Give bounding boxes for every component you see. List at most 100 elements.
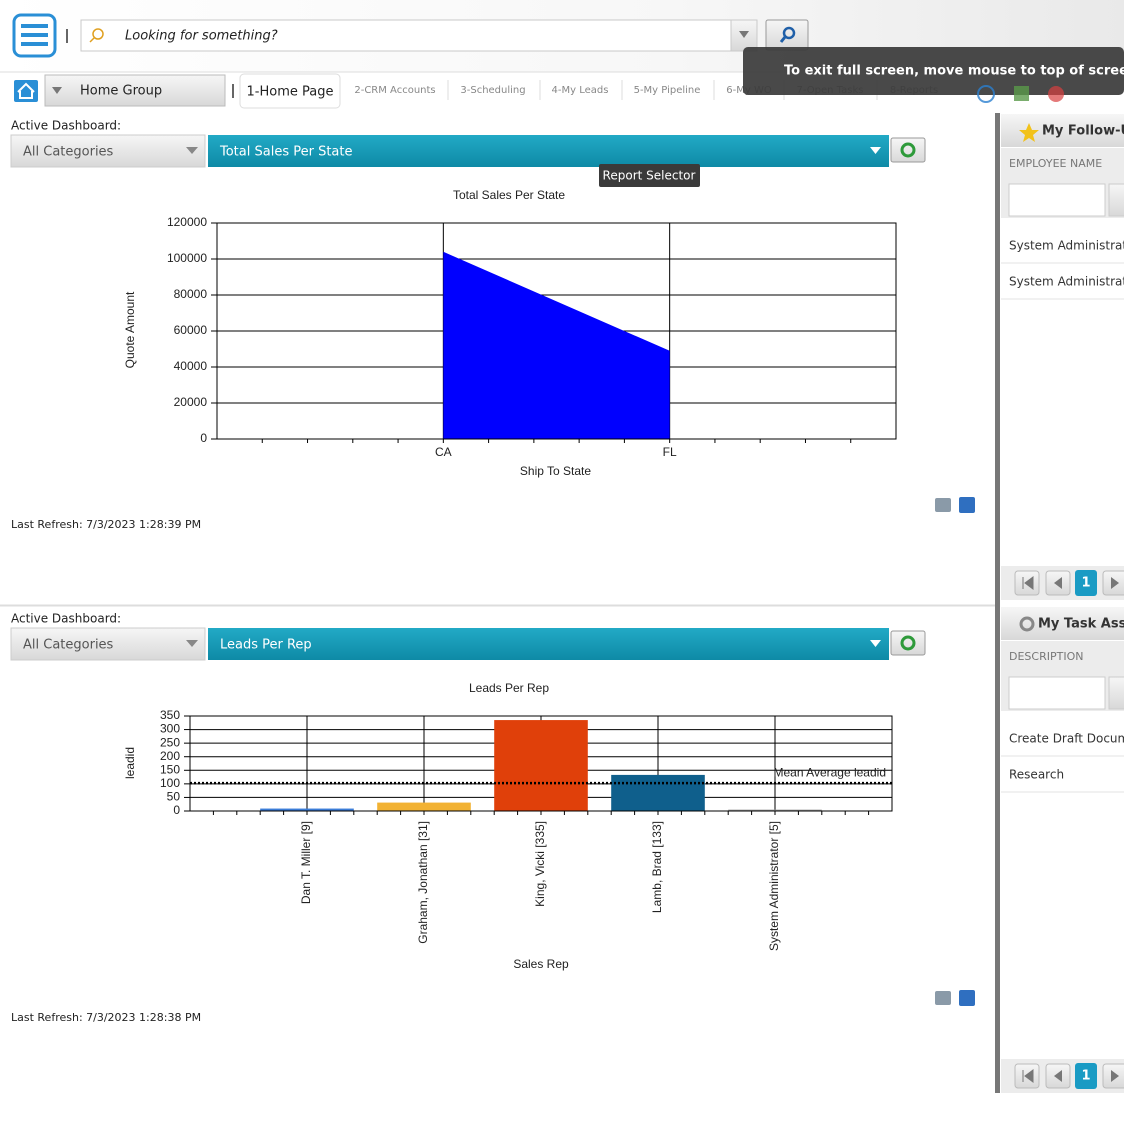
filter-input[interactable]	[1008, 183, 1106, 217]
search-button[interactable]	[765, 19, 809, 51]
report-value: Total Sales Per State	[219, 145, 353, 160]
dashboard: Active Dashboard: All Categories Leads Per…	[10, 612, 975, 1024]
filter-input[interactable]	[1008, 676, 1106, 710]
star-icon	[1019, 123, 1039, 142]
layout-icon[interactable]	[1014, 86, 1029, 101]
y-tick-label: 20000	[174, 395, 208, 409]
dashboard: Active Dashboard: All Categories Total Sal…	[10, 119, 975, 531]
group-dropdown[interactable]	[44, 74, 226, 107]
page-number: 1	[1081, 1069, 1090, 1084]
dashboard-label: Active Dashboard:	[11, 612, 121, 626]
mean-label: Mean Average leadid	[773, 765, 886, 779]
dropdown-arrow	[870, 640, 881, 647]
next-icon	[1111, 1070, 1119, 1082]
x-axis-label: Sales Rep	[513, 957, 569, 971]
active-tab[interactable]	[239, 73, 341, 109]
panel-row[interactable]: System Administrato	[1009, 239, 1124, 253]
bar	[260, 808, 354, 811]
y-tick-label: 40000	[174, 359, 208, 373]
first-icon	[1022, 576, 1034, 590]
y-tick-label: 150	[160, 762, 180, 776]
gear-icon	[1019, 616, 1035, 632]
column-name: DESCRIPTION	[1009, 650, 1083, 663]
panel-title: My Task Assign	[1038, 617, 1124, 632]
area	[443, 251, 670, 439]
plot-frame	[216, 222, 897, 440]
dropdown-arrow	[186, 640, 198, 647]
side-panel: My Task Assign DESCRIPTION Create Draft Do…	[1001, 607, 1124, 1097]
refresh-button[interactable]	[890, 137, 926, 163]
remove-icon[interactable]	[1048, 86, 1064, 102]
prev-icon	[1054, 577, 1062, 589]
x-tick-label: CA	[435, 445, 452, 459]
y-tick-label: 50	[167, 790, 181, 804]
chart: Total Sales Per State 0 20000 40000 60000 800…	[123, 188, 897, 478]
y-tick-label: 0	[200, 431, 207, 445]
category-value: All Categories	[23, 638, 114, 653]
bar	[494, 720, 588, 811]
refresh-icon	[900, 142, 916, 158]
y-tick-label: 120000	[167, 215, 207, 229]
fullscreen-notice	[743, 47, 1124, 95]
dropdown-arrow	[870, 147, 881, 154]
tab-label[interactable]: 3-Scheduling	[460, 85, 525, 96]
menu-button[interactable]	[12, 13, 57, 58]
tab-label[interactable]: 1-Home Page	[247, 85, 334, 100]
tooltip: Report Selector	[599, 164, 700, 187]
add-icon[interactable]	[977, 85, 995, 103]
dropdown-arrow	[186, 147, 198, 154]
x-tick-label: Lamb, Brad [133]	[650, 821, 664, 913]
next-icon	[1111, 577, 1119, 589]
prev-icon	[1054, 1070, 1062, 1082]
x-tick-label: FL	[663, 445, 677, 459]
filter-button[interactable]	[1108, 676, 1124, 710]
x-tick-label: Graham, Jonathan [31]	[416, 821, 430, 944]
report-value: Leads Per Rep	[220, 638, 312, 653]
report-selector[interactable]	[208, 628, 889, 660]
filter-button[interactable]	[1108, 183, 1124, 217]
current-page[interactable]	[1075, 1063, 1097, 1089]
home-button[interactable]	[14, 80, 38, 102]
fullscreen-notice-text: To exit full screen, move mouse to top o…	[784, 64, 1124, 79]
x-tick-label: King, Vicki [335]	[533, 821, 547, 907]
print-icon[interactable]	[935, 498, 951, 512]
y-tick-label: 60000	[174, 323, 208, 337]
plot-frame	[189, 715, 893, 812]
print-icon[interactable]	[935, 991, 951, 1005]
category-dropdown[interactable]	[10, 627, 206, 661]
last-refresh: Last Refresh: 7/3/2023 1:28:38 PM	[11, 1011, 201, 1024]
refresh-icon	[900, 635, 916, 651]
y-tick-label: 0	[173, 803, 180, 817]
splitter	[995, 113, 1000, 1093]
page-number: 1	[1081, 576, 1090, 591]
tab-label[interactable]: 2-CRM Accounts	[354, 85, 435, 96]
search-placeholder: Looking for something?	[125, 29, 278, 44]
y-tick-label: 80000	[174, 287, 208, 301]
current-page[interactable]	[1075, 570, 1097, 596]
y-axis-label: leadid	[123, 747, 137, 779]
y-tick-label: 100	[160, 776, 180, 790]
y-tick-label: 300	[160, 722, 180, 736]
y-axis-label: Quote Amount	[123, 291, 137, 368]
tab-label[interactable]: 5-My Pipeline	[634, 85, 701, 96]
column-name: EMPLOYEE NAME	[1009, 157, 1102, 170]
category-dropdown[interactable]	[10, 134, 206, 168]
tab-label[interactable]: 4-My Leads	[552, 85, 609, 96]
save-icon[interactable]	[959, 990, 975, 1006]
y-tick-label: 100000	[167, 251, 207, 265]
panel-row[interactable]: Research	[1009, 768, 1064, 782]
search-box[interactable]	[80, 19, 758, 52]
x-tick-label: System Administrator [5]	[767, 821, 781, 951]
refresh-button[interactable]	[890, 630, 926, 656]
report-selector[interactable]	[208, 135, 889, 167]
panel-row[interactable]: Create Draft Docume	[1009, 732, 1124, 746]
dashboard-label: Active Dashboard:	[11, 119, 121, 133]
bar	[377, 802, 471, 811]
category-value: All Categories	[23, 145, 114, 160]
save-icon[interactable]	[959, 497, 975, 513]
x-axis-label: Ship To State	[520, 464, 591, 478]
x-tick-label: Dan T. Miller [9]	[299, 821, 313, 904]
y-tick-label: 200	[160, 749, 180, 763]
panel-row[interactable]: System Administrato	[1009, 275, 1124, 289]
